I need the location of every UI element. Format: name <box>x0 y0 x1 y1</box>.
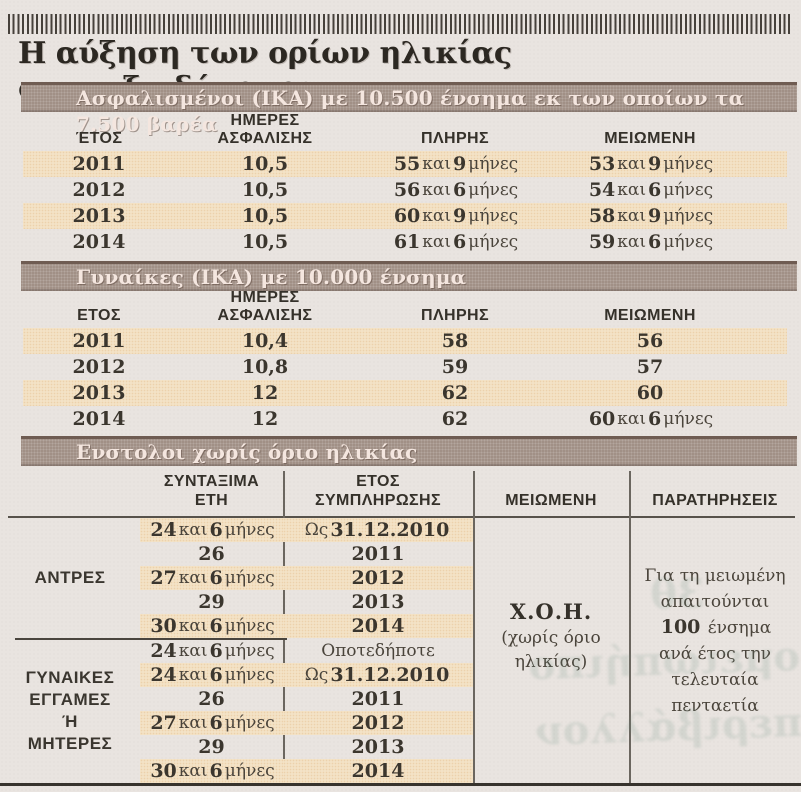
table-cell: 2012 <box>283 566 473 591</box>
remarks-text: Για τη μειωμένη απαιτούνται 100 ένσημα ανά … <box>644 565 786 716</box>
reduced-cell: Χ.Ο.Η. (χωρίς όριο ηλικίας) <box>473 504 629 769</box>
table-cell: 59 <box>441 356 469 378</box>
table-row: 2013 12 62 60 <box>23 380 787 406</box>
table-cell: Ως 31.12.2010 <box>283 518 473 543</box>
table-cell: 2013 <box>351 735 405 758</box>
table-cell: 60 και 9 μήνες <box>393 205 519 227</box>
table-row: 2014 12 62 60 και 6 μήνες <box>23 406 787 432</box>
column-header-insurance-days: ΗΜΕΡΕΣ ΑΣΦΑΛΙΣΗΣ <box>217 112 313 147</box>
table-cell: 2013 <box>351 591 405 614</box>
table-cell: 24 και 6 μήνες <box>150 639 275 662</box>
table-cell: 10,5 <box>241 153 289 175</box>
table-cell: Οποτεδήποτε <box>321 640 435 661</box>
remarks-cell: Για τη μειωμένη απαιτούνται 100 ένσημα ανά … <box>629 508 801 773</box>
bottom-rule <box>0 783 801 786</box>
table-cell: 26 <box>198 543 225 566</box>
table-cell: 62 <box>441 382 469 404</box>
table-cell: 12 <box>251 382 279 404</box>
table-cell: 10,5 <box>241 231 289 253</box>
table-cell: 60 <box>636 382 664 404</box>
table-cell: 53 και 9 μήνες <box>588 153 714 175</box>
table-cell: 2011 <box>72 330 126 352</box>
column-header-insurance-days: ΗΜΕΡΕΣ ΑΣΦΑΛΙΣΗΣ <box>217 289 313 324</box>
section-header-ika-10500: Ασφαλισμένοι (ΙΚΑ) με 10.500 ένσημα εκ τ… <box>21 82 797 136</box>
table-cell: 29 <box>198 591 225 614</box>
table-row: 2011 10,4 58 56 <box>23 328 787 354</box>
column-header-pensionable-years: ΣΥΝΤΑΞΙΜΑ ΕΤΗ <box>163 473 260 509</box>
table-cell: 2011 <box>351 543 405 566</box>
table-cell: 10,8 <box>241 356 289 378</box>
table-cell: 30 και 6 μήνες <box>140 758 283 784</box>
table-row: 2013 10,5 60 και 9 μήνες 58 και 9 μήνες <box>23 203 787 229</box>
table-cell: 10,5 <box>241 205 289 227</box>
reduced-abbreviation: Χ.Ο.Η. <box>509 599 593 625</box>
column-header-remarks: ΠΑΡΑΤΗΡΗΣΕΙΣ <box>652 492 778 509</box>
section-header-uniformed: Ενστολοι χωρίς όριο ηλικίας <box>21 436 797 466</box>
table-cell: 58 <box>441 330 469 352</box>
table-cell: 2012 <box>72 356 126 378</box>
table-cell: 26 <box>198 687 225 710</box>
table-cell: 2014 <box>72 231 126 253</box>
table-cell: 24 και 6 μήνες <box>140 518 283 543</box>
table-cell: 59 και 6 μήνες <box>588 231 714 253</box>
column-divider <box>473 471 475 783</box>
table-cell: 57 <box>636 356 664 378</box>
table-3-header-row: ΣΥΝΤΑΞΙΜΑ ΕΤΗ ΕΤΟΣ ΣΥΜΠΛΗΡΩΣΗΣ ΜΕΙΩΜΕΝΗ … <box>0 465 801 518</box>
table-cell: 58 και 9 μήνες <box>588 205 714 227</box>
table-2-body: 2011 10,4 58 56 2012 10,8 59 57 2013 12 62 60 2014 12… <box>0 328 801 432</box>
table-cell: 2012 <box>72 179 126 201</box>
table-cell: 55 και 9 μήνες <box>393 153 519 175</box>
group-label: ΑΝΤΡΕΣ <box>34 568 106 588</box>
column-header-reduced: ΜΕΙΩΜΕΝΗ <box>604 307 696 324</box>
table-cell: 29 <box>198 735 225 758</box>
table-cell: 2011 <box>72 153 126 175</box>
table-cell: 30 και 6 μήνες <box>140 614 283 639</box>
column-header-year: ΈΤΟΣ <box>75 130 123 147</box>
table-1-header-row: ΈΤΟΣ ΗΜΕΡΕΣ ΑΣΦΑΛΙΣΗΣ ΠΛΗΡΗΣ ΜΕΙΩΜΕΝΗ <box>23 112 787 151</box>
header-underline <box>8 516 795 518</box>
group-label: ΓΥΝΑΙΚΕΣ ΕΓΓΑΜΕΣ Ή ΜΗΤΕΡΕΣ <box>25 667 115 753</box>
reduced-abbreviation-expansion: (χωρίς όριο ηλικίας) <box>501 628 601 673</box>
table-3: ΣΥΝΤΑΞΙΜΑ ΕΤΗ ΕΤΟΣ ΣΥΜΠΛΗΡΩΣΗΣ ΜΕΙΩΜΕΝΗ … <box>0 465 801 784</box>
table-cell: 10,4 <box>241 330 289 352</box>
table-cell: 56 και 6 μήνες <box>393 179 519 201</box>
table-cell: 27 και 6 μήνες <box>140 710 283 735</box>
table-row: 2014 10,5 61 και 6 μήνες 59 και 6 μήνες <box>23 229 787 255</box>
column-header-year: ΕΤΟΣ <box>77 307 121 324</box>
table-row: 2011 10,5 55 και 9 μήνες 53 και 9 μήνες <box>23 151 787 177</box>
table-cell: 2012 <box>283 710 473 735</box>
table-cell: 27 και 6 μήνες <box>140 566 283 591</box>
table-cell: 54 και 6 μήνες <box>588 179 714 201</box>
table-cell: 56 <box>636 330 664 352</box>
table-cell: 2013 <box>72 382 126 404</box>
group-divider <box>15 638 287 640</box>
column-header-full: ΠΛΗΡΗΣ <box>420 130 489 147</box>
table-cell: 2014 <box>72 408 126 430</box>
table-3-body: Χ.Ο.Η. (χωρίς όριο ηλικίας) Για τη μειωμ… <box>0 518 801 784</box>
table-cell: 2014 <box>283 614 473 639</box>
table-cell: 2013 <box>72 205 126 227</box>
table-cell: 2011 <box>351 687 405 710</box>
table-cell: 24 και 6 μήνες <box>140 662 283 687</box>
table-cell: 2014 <box>283 758 473 784</box>
table-row: 2012 10,8 59 57 <box>23 354 787 380</box>
table-row: 2012 10,5 56 και 6 μήνες 54 και 6 μήνες <box>23 177 787 203</box>
table-cell: Ως 31.12.2010 <box>283 662 473 687</box>
column-header-reduced: ΜΕΙΩΜΕΝΗ <box>604 130 696 147</box>
column-header-completion-year: ΕΤΟΣ ΣΥΜΠΛΗΡΩΣΗΣ <box>314 473 442 509</box>
decorative-barcode <box>8 14 791 34</box>
table-cell: 62 <box>441 408 469 430</box>
table-cell: 60 και 6 μήνες <box>588 408 714 430</box>
section-header-women-ika: Γυναίκες (ΙΚΑ) με 10.000 ένσημα <box>21 261 797 291</box>
table-cell: 10,5 <box>241 179 289 201</box>
table-2-header-row: ΕΤΟΣ ΗΜΕΡΕΣ ΑΣΦΑΛΙΣΗΣ ΠΛΗΡΗΣ ΜΕΙΩΜΕΝΗ <box>23 289 787 328</box>
column-divider <box>629 471 631 783</box>
column-header-reduced: ΜΕΙΩΜΕΝΗ <box>505 492 597 509</box>
table-1-body: 2011 10,5 55 και 9 μήνες 53 και 9 μήνες 2012… <box>0 151 801 255</box>
table-cell: 61 και 6 μήνες <box>393 231 519 253</box>
column-header-full: ΠΛΗΡΗΣ <box>420 307 489 324</box>
table-cell: 12 <box>251 408 279 430</box>
